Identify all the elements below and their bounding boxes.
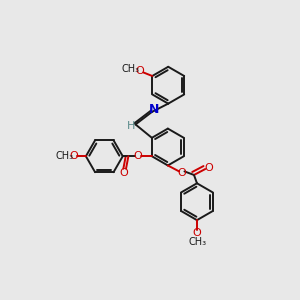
Text: O: O: [135, 66, 144, 76]
Text: N: N: [149, 103, 159, 116]
Text: O: O: [133, 151, 142, 161]
Text: H: H: [127, 121, 135, 131]
Text: CH₃: CH₃: [188, 237, 206, 247]
Text: O: O: [204, 163, 213, 172]
Text: O: O: [69, 151, 78, 161]
Text: CH₃: CH₃: [122, 64, 140, 74]
Text: O: O: [178, 168, 187, 178]
Text: O: O: [193, 228, 201, 238]
Text: O: O: [120, 168, 128, 178]
Text: CH₃: CH₃: [56, 151, 74, 161]
